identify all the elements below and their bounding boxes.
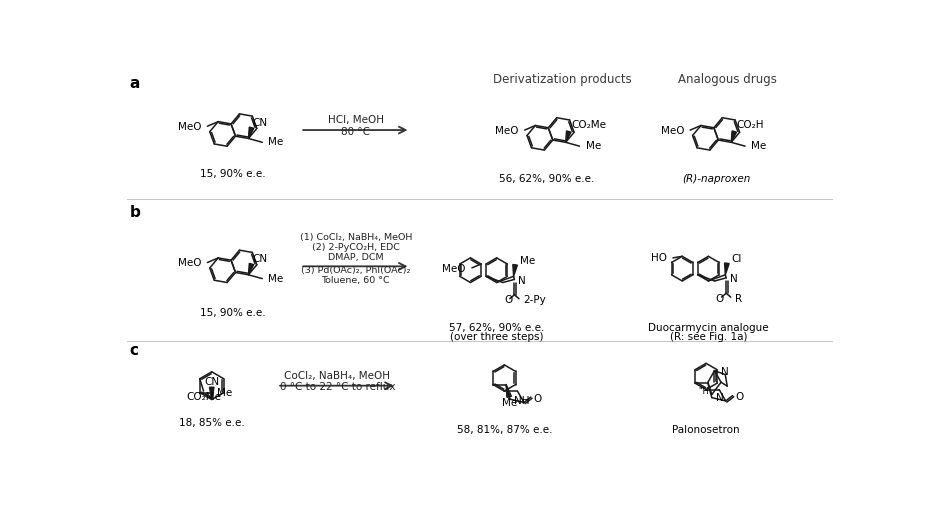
- Text: DMAP, DCM: DMAP, DCM: [328, 253, 384, 263]
- Text: Me: Me: [269, 138, 284, 147]
- Text: O: O: [534, 393, 541, 404]
- Text: N: N: [716, 393, 724, 403]
- Text: CO₂Me: CO₂Me: [186, 392, 221, 402]
- Text: Palonosetron: Palonosetron: [672, 425, 739, 434]
- Text: 15, 90% e.e.: 15, 90% e.e.: [200, 308, 266, 318]
- Text: (3) Pd(OAc)₂, PhI(OAc)₂: (3) Pd(OAc)₂, PhI(OAc)₂: [301, 266, 410, 275]
- Text: c: c: [129, 344, 139, 358]
- Text: 15, 90% e.e.: 15, 90% e.e.: [200, 169, 266, 179]
- Text: 2-Py: 2-Py: [523, 295, 547, 305]
- Polygon shape: [506, 385, 511, 398]
- Text: O: O: [505, 295, 512, 305]
- Text: Analogous drugs: Analogous drugs: [679, 73, 777, 86]
- Text: CO₂Me: CO₂Me: [571, 120, 606, 130]
- Text: Me: Me: [586, 141, 601, 151]
- Polygon shape: [513, 265, 518, 276]
- Polygon shape: [565, 131, 571, 142]
- Polygon shape: [731, 131, 737, 142]
- Text: Derivatization products: Derivatization products: [492, 73, 632, 86]
- Text: (2) 2-PyCO₂H, EDC: (2) 2-PyCO₂H, EDC: [312, 243, 400, 252]
- Text: a: a: [129, 76, 139, 91]
- Text: 58, 81%, 87% e.e.: 58, 81%, 87% e.e.: [457, 425, 552, 434]
- Text: (R)-naproxen: (R)-naproxen: [682, 174, 751, 184]
- Text: Me: Me: [752, 141, 767, 151]
- Polygon shape: [210, 387, 214, 400]
- Text: MeO: MeO: [178, 122, 201, 132]
- Text: N: N: [519, 276, 526, 286]
- Text: CN: CN: [204, 377, 219, 387]
- Text: O: O: [735, 392, 743, 402]
- Text: NH: NH: [514, 397, 530, 406]
- Text: MeO: MeO: [495, 126, 519, 136]
- Text: 56, 62%, 90% e.e.: 56, 62%, 90% e.e.: [499, 174, 594, 184]
- Text: N: N: [730, 275, 738, 284]
- Text: Me: Me: [217, 388, 233, 398]
- Text: R: R: [736, 294, 742, 304]
- Text: CN: CN: [253, 254, 268, 264]
- Text: (R: see Fig. 1a): (R: see Fig. 1a): [669, 332, 747, 342]
- Text: Toluene, 60 °C: Toluene, 60 °C: [321, 276, 390, 285]
- Text: CoCl₂, NaBH₄, MeOH: CoCl₂, NaBH₄, MeOH: [285, 371, 390, 380]
- Text: Me: Me: [519, 256, 535, 266]
- Text: N: N: [721, 367, 728, 377]
- Text: b: b: [129, 204, 140, 220]
- Text: MeO: MeO: [442, 264, 466, 274]
- Text: (over three steps): (over three steps): [450, 332, 544, 342]
- Text: ''H: ''H: [698, 387, 709, 396]
- Polygon shape: [724, 263, 729, 275]
- Text: HO: HO: [651, 253, 666, 263]
- Text: 18, 85% e.e.: 18, 85% e.e.: [179, 418, 244, 428]
- Text: MeO: MeO: [178, 258, 201, 268]
- Text: O: O: [716, 294, 724, 304]
- Text: CO₂H: CO₂H: [737, 120, 764, 130]
- Text: 80 °C: 80 °C: [342, 127, 371, 136]
- Text: Me: Me: [502, 398, 517, 408]
- Text: (1) CoCl₂, NaBH₄, MeOH: (1) CoCl₂, NaBH₄, MeOH: [300, 234, 412, 242]
- Text: 57, 62%, 90% e.e.: 57, 62%, 90% e.e.: [449, 323, 545, 333]
- Text: MeO: MeO: [661, 126, 684, 136]
- Text: Me: Me: [269, 274, 284, 283]
- Polygon shape: [248, 263, 254, 275]
- Text: Duocarmycin analogue: Duocarmycin analogue: [648, 323, 768, 333]
- Text: 0 °C to 22 °C to reflux: 0 °C to 22 °C to reflux: [280, 382, 395, 392]
- Text: CN: CN: [253, 118, 268, 128]
- Polygon shape: [248, 127, 254, 139]
- Text: Cl: Cl: [732, 254, 742, 264]
- Text: HCl, MeOH: HCl, MeOH: [328, 115, 384, 125]
